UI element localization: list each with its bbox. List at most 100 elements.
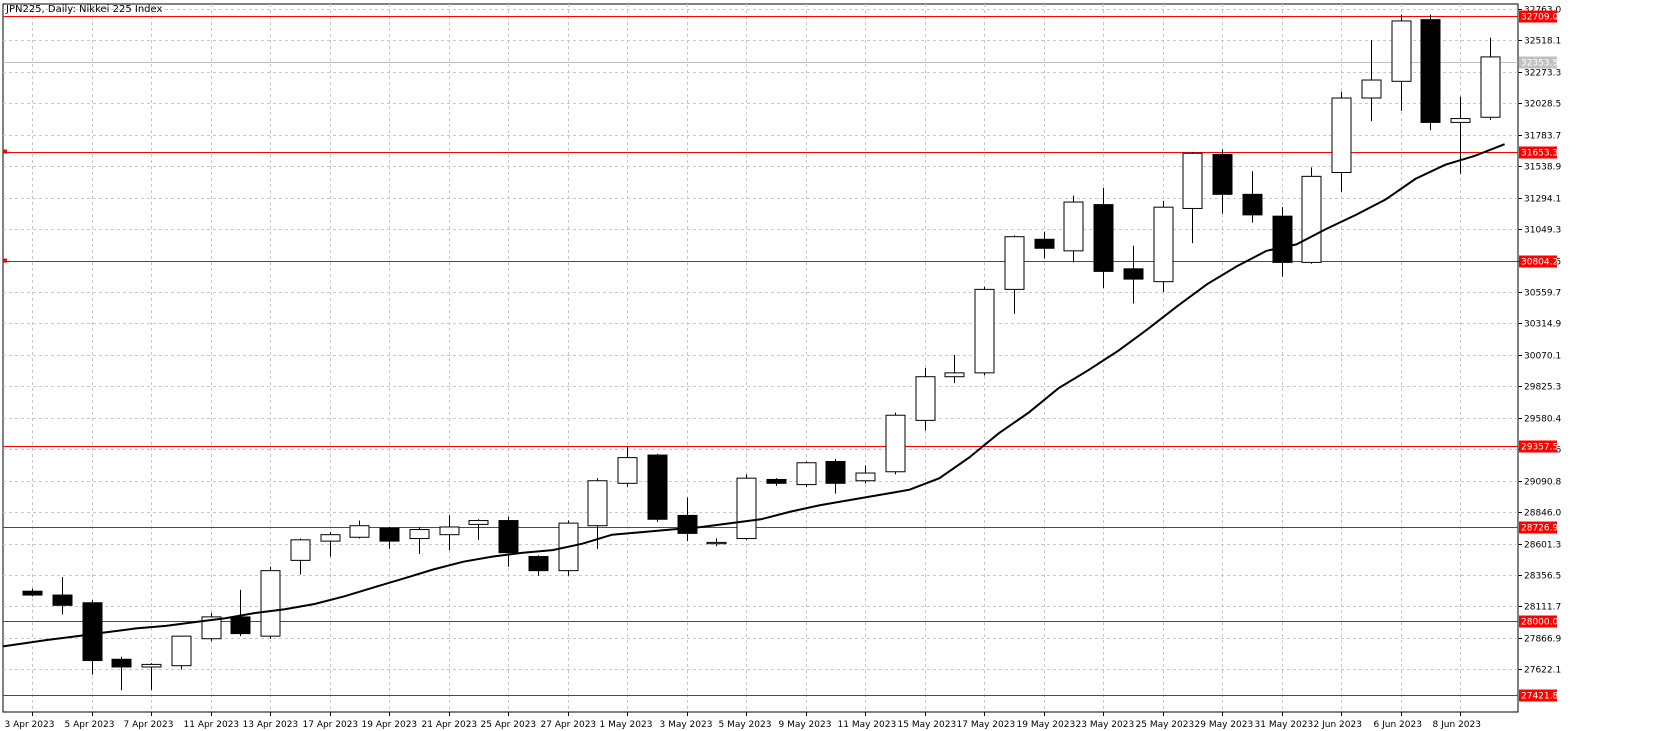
x-tick-label: 19 May 2023 xyxy=(1017,720,1076,730)
y-tick-label: 30314.9 xyxy=(1524,320,1561,330)
candle-body xyxy=(409,529,430,540)
x-tick-label: 2 Jun 2023 xyxy=(1314,720,1362,730)
candle xyxy=(796,461,817,488)
candle-body xyxy=(1093,204,1114,272)
plot-frame xyxy=(2,3,1519,713)
candle xyxy=(1301,167,1322,264)
candle xyxy=(290,538,311,575)
candle xyxy=(171,635,192,670)
candle xyxy=(141,663,162,691)
candle-body xyxy=(944,372,965,378)
candle-body xyxy=(1242,193,1263,216)
current-price-label: 32353.5 xyxy=(1521,59,1558,69)
x-tick-label: 27 Apr 2023 xyxy=(541,720,597,730)
y-tick-label: 32028.5 xyxy=(1524,100,1561,110)
y-tick-label: 31049.3 xyxy=(1524,226,1561,236)
price-level-label-bg xyxy=(1519,615,1557,628)
candle-body xyxy=(885,414,906,473)
x-tick-label: 5 May 2023 xyxy=(719,720,772,730)
candle xyxy=(1420,14,1441,131)
candle xyxy=(528,555,549,576)
y-tick-label: 29580.4 xyxy=(1524,415,1561,425)
x-tick-label: 19 Apr 2023 xyxy=(362,720,418,730)
candle xyxy=(587,478,608,549)
price-level-label: 28000.0 xyxy=(1521,618,1558,628)
price-level-label-bg xyxy=(1519,440,1557,453)
price-level-label-bg xyxy=(1519,146,1557,159)
candle xyxy=(1212,149,1233,214)
candle-body xyxy=(111,658,132,668)
price-levels-layer xyxy=(3,16,1518,696)
candle xyxy=(82,600,103,675)
x-tick-label: 3 May 2023 xyxy=(660,720,713,730)
candle-body xyxy=(1331,97,1352,173)
candle xyxy=(1331,91,1352,192)
candle-body xyxy=(230,616,251,635)
price-level-label: 30804.2 xyxy=(1521,258,1558,268)
x-tick-label: 3 Apr 2023 xyxy=(5,720,55,730)
candle xyxy=(647,453,668,522)
candle xyxy=(1153,200,1174,292)
candle-body xyxy=(141,663,162,668)
y-tick-label: 31538.9 xyxy=(1524,163,1561,173)
x-tick-label: 8 Jun 2023 xyxy=(1433,720,1481,730)
candle xyxy=(1391,14,1412,111)
x-tick-label: 6 Jun 2023 xyxy=(1374,720,1422,730)
y-tick-label: 28356.5 xyxy=(1524,572,1561,582)
candle xyxy=(617,446,638,488)
candle-body xyxy=(528,556,549,572)
candle-body xyxy=(1480,56,1501,118)
candle-body xyxy=(1391,20,1412,82)
price-level-label: 28726.9 xyxy=(1521,524,1558,534)
candle xyxy=(855,465,876,484)
candle xyxy=(1480,37,1501,120)
candle xyxy=(1123,245,1144,304)
x-tick-label: 11 May 2023 xyxy=(838,720,897,730)
candle-body xyxy=(647,454,668,520)
price-level-label: 29357.5 xyxy=(1521,443,1558,453)
grid-layer xyxy=(2,3,1519,713)
candle xyxy=(825,458,846,494)
candle xyxy=(439,515,460,551)
candle xyxy=(915,367,936,431)
candle-body xyxy=(22,590,43,596)
candle-body xyxy=(468,520,489,525)
candle xyxy=(1004,235,1025,314)
candle-body xyxy=(439,526,460,536)
candle-body xyxy=(349,525,370,538)
candle-body xyxy=(736,477,757,540)
candle xyxy=(379,526,400,549)
y-tick-label: 27622.1 xyxy=(1524,666,1561,676)
candle-body xyxy=(706,541,727,545)
candle xyxy=(1063,195,1084,263)
moving-average-line xyxy=(2,143,1505,648)
candle-body xyxy=(855,472,876,482)
candle-body xyxy=(587,480,608,527)
candle xyxy=(944,354,965,384)
x-tick-label: 9 May 2023 xyxy=(779,720,832,730)
y-tick-label: 31783.7 xyxy=(1524,132,1561,142)
candle-body xyxy=(915,376,936,421)
y-tick-label: 30070.1 xyxy=(1524,352,1561,362)
candle xyxy=(1272,207,1293,277)
candle xyxy=(230,589,251,637)
candle-body xyxy=(677,514,698,534)
y-tick-label: 32518.1 xyxy=(1524,37,1561,47)
y-tick-label: 28601.3 xyxy=(1524,541,1561,551)
candle-body xyxy=(766,478,787,484)
candle-body xyxy=(1182,152,1203,209)
x-tick-label: 15 May 2023 xyxy=(898,720,957,730)
candle-body xyxy=(1063,201,1084,252)
candle xyxy=(1361,40,1382,122)
y-tick-label: 30559.7 xyxy=(1524,289,1561,299)
candle xyxy=(1093,187,1114,289)
price-level-label: 27421.8 xyxy=(1521,692,1558,702)
candle-body xyxy=(796,462,817,486)
candle-body xyxy=(1450,118,1471,123)
candle xyxy=(201,613,222,642)
price-level-label: 31653.3 xyxy=(1521,149,1558,159)
candle-body xyxy=(1301,175,1322,263)
candle xyxy=(22,588,43,597)
